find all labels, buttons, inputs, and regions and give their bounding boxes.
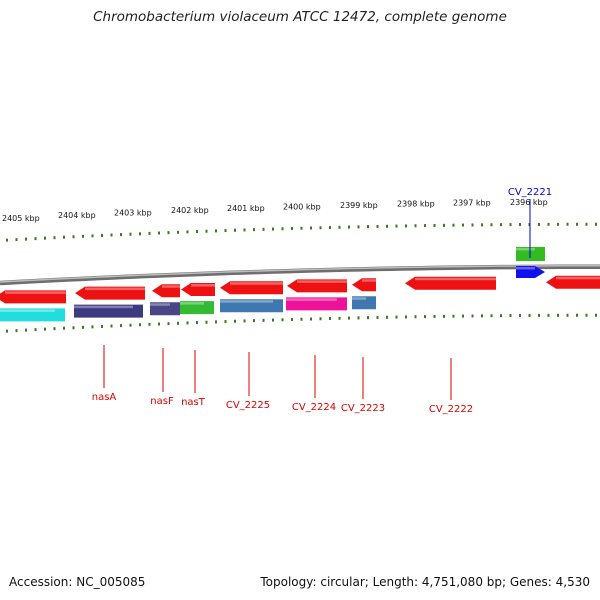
cog-c7[interactable]: [352, 296, 376, 310]
gene-label[interactable]: nasT: [181, 397, 206, 408]
cog-c4[interactable]: [180, 301, 214, 315]
gene-cv2221-forward-shine: [516, 247, 535, 251]
gene-r4-shine: [191, 284, 215, 287]
gene-r5-shine: [230, 282, 283, 285]
gene-label[interactable]: CV_2224: [292, 402, 336, 413]
gene-r3-shine: [162, 285, 180, 288]
cog-c7-shine: [352, 297, 366, 300]
cog-c1[interactable]: [0, 308, 65, 322]
cog-c3-shine: [150, 303, 170, 306]
cog-c2[interactable]: [74, 304, 143, 318]
gene-cv2221-arrow[interactable]: [516, 265, 545, 278]
gene-label[interactable]: nasA: [92, 392, 117, 403]
gene-r4[interactable]: [181, 283, 215, 297]
gene-r2-shine: [85, 287, 145, 291]
cog-c1-shine: [0, 309, 55, 312]
backbone-highlight: [0, 264, 600, 283]
gene-r1-shine: [5, 291, 66, 294]
gene-cv2221-arrow-shine: [516, 266, 535, 270]
ruler-label: 2401 kbp: [227, 204, 265, 213]
cog-c3[interactable]: [150, 302, 180, 316]
gene-label-cv2221[interactable]: CV_2221: [508, 187, 552, 198]
gene-label[interactable]: nasF: [150, 396, 174, 407]
gene-r6-shine: [297, 280, 347, 283]
gene-r6[interactable]: [287, 279, 347, 293]
ruler-label: 2405 kbp: [2, 214, 40, 223]
ruler-label: 2399 kbp: [340, 201, 378, 210]
accession-text: Accession: NC_005085: [9, 575, 146, 589]
cog-c6-shine: [286, 298, 337, 301]
gene-r7-shine: [362, 279, 376, 282]
ruler-label: 2404 kbp: [58, 211, 96, 220]
ruler-label: 2396 kbp: [510, 198, 548, 207]
genome-stats-text: Topology: circular; Length: 4,751,080 bp…: [260, 575, 590, 589]
gene-label[interactable]: CV_2225: [226, 400, 270, 411]
gene-r8-shine: [415, 277, 496, 281]
cog-c5-shine: [220, 300, 273, 303]
gene-label[interactable]: CV_2223: [341, 403, 385, 414]
backbone-circle: [0, 264, 600, 286]
gene-label[interactable]: CV_2222: [429, 404, 473, 415]
gene-r5[interactable]: [220, 281, 283, 295]
cog-c4-shine: [180, 302, 204, 305]
map-title: Chromobacterium violaceum ATCC 12472, co…: [93, 9, 507, 25]
ruler-label: 2400 kbp: [283, 202, 321, 211]
cog-c2-shine: [74, 305, 133, 309]
ruler-label: 2397 kbp: [453, 199, 491, 208]
cog-c6[interactable]: [286, 297, 347, 311]
ruler-label: 2402 kbp: [171, 206, 209, 215]
ruler-label: 2398 kbp: [397, 200, 435, 209]
gene-r7[interactable]: [352, 278, 376, 292]
gene-r1[interactable]: [0, 290, 66, 304]
gene-r2[interactable]: [75, 286, 145, 300]
gene-r8[interactable]: [405, 276, 496, 290]
gene-r9[interactable]: [546, 275, 600, 289]
cog-c5[interactable]: [220, 299, 283, 313]
gene-r9-shine: [556, 276, 600, 280]
gene-r3[interactable]: [152, 284, 180, 298]
ruler-label: 2403 kbp: [114, 208, 152, 217]
